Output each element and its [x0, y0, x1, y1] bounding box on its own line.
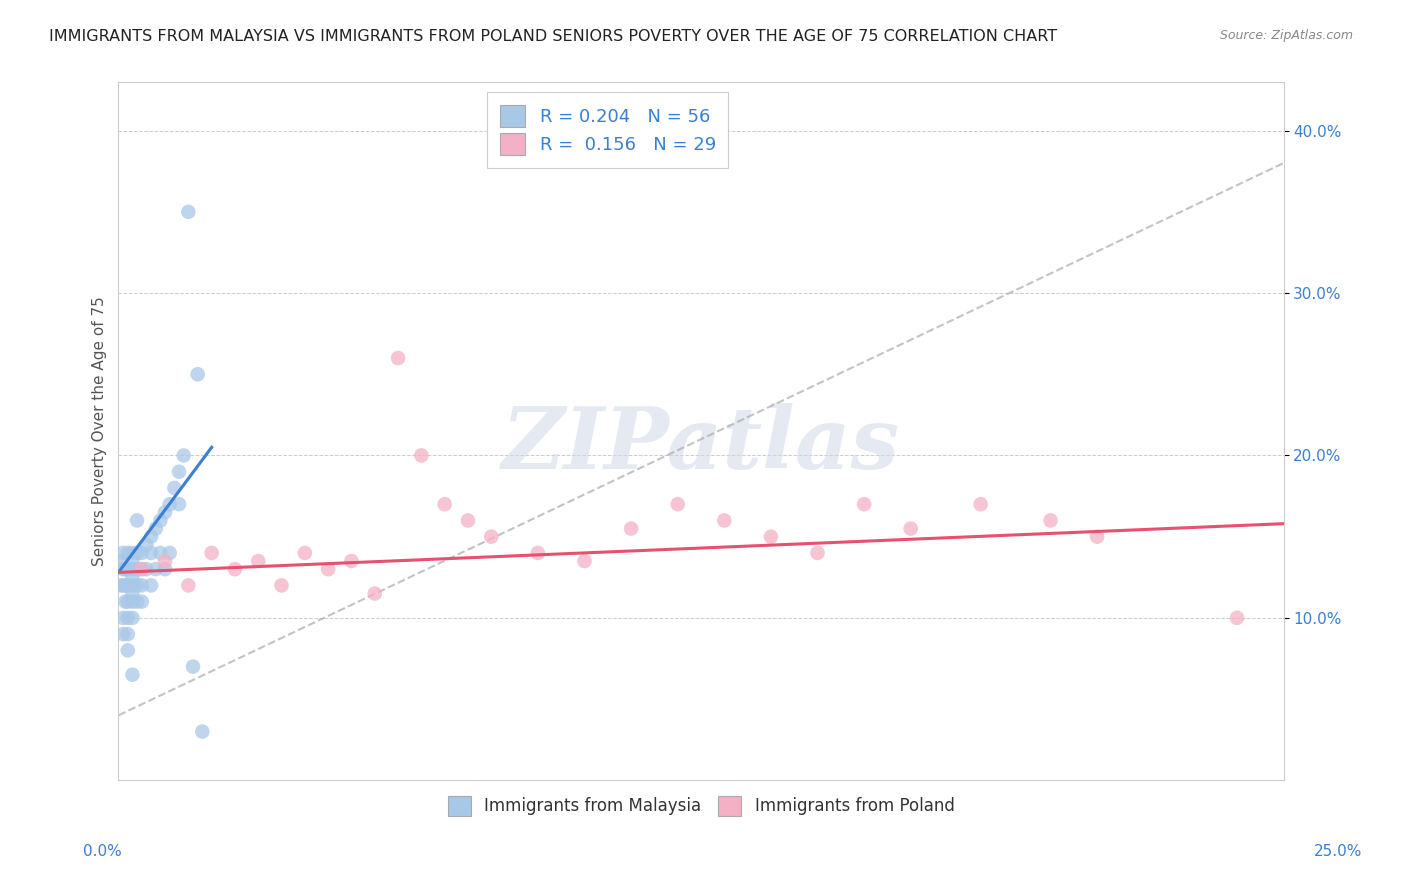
Text: Source: ZipAtlas.com: Source: ZipAtlas.com — [1219, 29, 1353, 42]
Point — [121, 546, 143, 560]
Point — [153, 562, 176, 576]
Point — [125, 513, 148, 527]
Point — [270, 578, 292, 592]
Point — [110, 578, 132, 592]
Point — [139, 530, 162, 544]
Point — [1039, 513, 1062, 527]
Point — [112, 627, 135, 641]
Point — [131, 562, 153, 576]
Point — [201, 546, 224, 560]
Point — [294, 546, 316, 560]
Point — [853, 497, 876, 511]
Point — [112, 578, 135, 592]
Point — [121, 570, 143, 584]
Point — [167, 465, 190, 479]
Point — [121, 578, 143, 592]
Point — [159, 546, 181, 560]
Point — [574, 554, 596, 568]
Point — [433, 497, 456, 511]
Point — [163, 481, 186, 495]
Point — [153, 505, 176, 519]
Point — [131, 562, 153, 576]
Point — [620, 522, 643, 536]
Point — [145, 562, 167, 576]
Legend: Immigrants from Malaysia, Immigrants from Poland: Immigrants from Malaysia, Immigrants fro… — [439, 788, 963, 824]
Point — [121, 562, 143, 576]
Point — [121, 554, 143, 568]
Point — [117, 594, 139, 608]
Point — [177, 578, 200, 592]
Point — [247, 554, 270, 568]
Text: IMMIGRANTS FROM MALAYSIA VS IMMIGRANTS FROM POLAND SENIORS POVERTY OVER THE AGE : IMMIGRANTS FROM MALAYSIA VS IMMIGRANTS F… — [49, 29, 1057, 44]
Point — [806, 546, 828, 560]
Point — [153, 554, 176, 568]
Point — [1226, 611, 1249, 625]
Point — [167, 497, 190, 511]
Text: 0.0%: 0.0% — [83, 845, 122, 859]
Point — [411, 449, 433, 463]
Text: 25.0%: 25.0% — [1315, 845, 1362, 859]
Point — [759, 530, 782, 544]
Point — [900, 522, 922, 536]
Point — [159, 497, 181, 511]
Point — [117, 627, 139, 641]
Point — [666, 497, 689, 511]
Point — [139, 546, 162, 560]
Point — [316, 562, 339, 576]
Point — [135, 538, 157, 552]
Point — [135, 562, 157, 576]
Point — [117, 611, 139, 625]
Point — [187, 368, 209, 382]
Y-axis label: Seniors Poverty Over the Age of 75: Seniors Poverty Over the Age of 75 — [93, 296, 107, 566]
Point — [387, 351, 409, 365]
Point — [131, 546, 153, 560]
Point — [114, 578, 136, 592]
Point — [457, 513, 479, 527]
Point — [131, 594, 153, 608]
Point — [527, 546, 550, 560]
Point — [173, 449, 195, 463]
Point — [121, 586, 143, 600]
Point — [112, 611, 135, 625]
Point — [125, 594, 148, 608]
Point — [969, 497, 991, 511]
Point — [125, 562, 148, 576]
Point — [364, 586, 387, 600]
Point — [110, 554, 132, 568]
Point — [181, 659, 204, 673]
Point — [112, 562, 135, 576]
Point — [191, 724, 214, 739]
Point — [121, 611, 143, 625]
Point — [149, 546, 172, 560]
Point — [121, 667, 143, 681]
Point — [1085, 530, 1108, 544]
Point — [125, 546, 148, 560]
Point — [112, 546, 135, 560]
Point — [117, 578, 139, 592]
Point — [713, 513, 735, 527]
Text: ZIPatlas: ZIPatlas — [502, 403, 900, 487]
Point — [224, 562, 246, 576]
Point — [177, 204, 200, 219]
Point — [125, 578, 148, 592]
Point — [117, 562, 139, 576]
Point — [114, 594, 136, 608]
Point — [145, 522, 167, 536]
Point — [117, 546, 139, 560]
Point — [479, 530, 502, 544]
Point — [139, 578, 162, 592]
Point — [340, 554, 363, 568]
Point — [114, 562, 136, 576]
Point — [149, 513, 172, 527]
Point — [131, 578, 153, 592]
Point — [121, 594, 143, 608]
Point — [117, 643, 139, 657]
